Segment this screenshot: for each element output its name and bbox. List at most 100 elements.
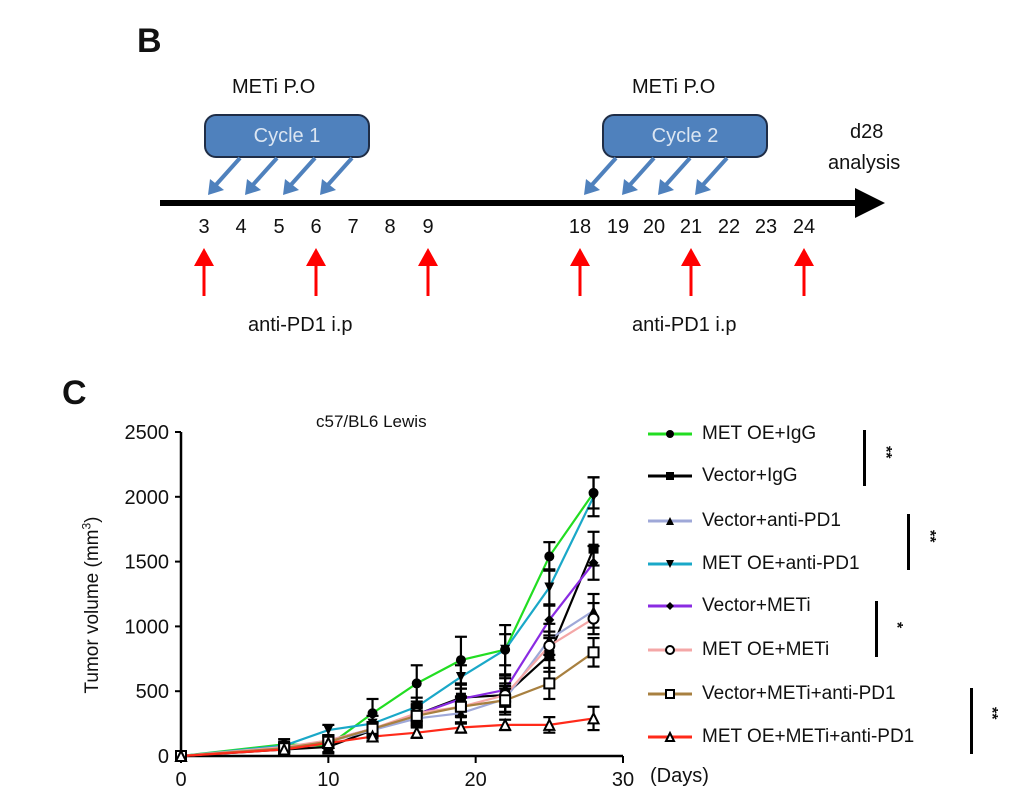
chart-title: c57/BL6 Lewis <box>316 412 427 431</box>
legend-label: MET OE+METi+anti-PD1 <box>702 726 915 747</box>
cycle-1-arrow-icon <box>283 179 299 195</box>
legend-label: Vector+METi+anti-PD1 <box>702 683 896 704</box>
cycle-1-label: Cycle 1 <box>253 124 321 147</box>
day-label-5: 5 <box>273 216 285 238</box>
injection-arrow-icon-day-3 <box>194 248 214 266</box>
legend-label: Vector+METi <box>702 595 811 616</box>
day-label-20: 20 <box>642 216 666 238</box>
cycle-arrows <box>208 156 729 195</box>
legend-swatch-vector-anti-pd1 <box>648 517 692 525</box>
cycle-1-arrow-icon <box>245 179 261 195</box>
day-label-24: 24 <box>792 216 816 238</box>
data-point-met-oe-meti-anti-pd1 <box>174 748 188 762</box>
injection-arrow-icon-day-9 <box>418 248 438 266</box>
data-point-vector-meti-anti-pd1 <box>587 646 600 659</box>
injection-arrow-icon-day-6 <box>306 248 326 266</box>
endpoint-label-d28: d28 <box>850 121 884 143</box>
cycle-1-arrow-icon <box>208 179 224 195</box>
injection-label-1: anti-PD1 i.p <box>248 314 353 336</box>
y-tick-label-500: 500 <box>136 681 169 703</box>
cycle-1-arrow-shaft <box>249 156 279 189</box>
data-point-met-oe-anti-pd1 <box>323 725 334 736</box>
legend-item-vector-igg: Vector+IgG <box>648 463 798 489</box>
data-point-met-oe-igg <box>455 655 466 666</box>
significance-bar <box>863 430 866 486</box>
data-point-vector-meti <box>588 557 599 568</box>
day-label-7: 7 <box>347 216 359 238</box>
cycle-1-box: Cycle 1 <box>204 114 370 158</box>
significance-bar <box>907 514 910 570</box>
x-axis-label: (Days) <box>650 765 709 787</box>
y-tick-label-1500: 1500 <box>125 552 170 574</box>
significance-label: ** <box>983 707 1000 720</box>
data-point-met-oe-anti-pd1 <box>500 644 511 655</box>
day-label-4: 4 <box>235 216 247 238</box>
data-point-met-oe-igg <box>544 551 555 562</box>
significance-label: * <box>888 622 905 629</box>
panel-b-letter: B <box>137 22 162 60</box>
legend-item-vector-anti-pd1: Vector+anti-PD1 <box>648 508 841 534</box>
legend-marker-vector-igg <box>666 472 674 480</box>
data-point-met-oe-meti-anti-pd1 <box>410 725 424 739</box>
data-point-vector-igg <box>588 543 599 554</box>
data-point-met-oe-meti-anti-pd1 <box>498 717 512 731</box>
cycle-1-arrow-icon <box>320 179 336 195</box>
legend-swatch-met-oe-meti-anti-pd1 <box>648 730 692 742</box>
legend-marker-met-oe-meti-anti-pd1 <box>664 730 676 742</box>
data-point-met-oe-meti-anti-pd1 <box>542 717 556 731</box>
series-line-met-oe-anti-pd1 <box>180 496 595 758</box>
cycle-2-arrow-shaft <box>699 156 729 189</box>
timeline-svg <box>160 156 885 296</box>
cycle-2-box: Cycle 2 <box>602 114 768 158</box>
cycle-2-arrow-shaft <box>626 156 656 189</box>
legend-marker-met-oe-meti <box>665 645 675 655</box>
panel-c-letter: C <box>62 374 87 412</box>
data-point-met-oe-meti-anti-pd1 <box>277 742 291 756</box>
data-point-met-oe-meti-anti-pd1 <box>454 720 468 734</box>
data-point-met-oe-meti-anti-pd1 <box>321 735 335 750</box>
data-point-met-oe-meti-anti-pd1 <box>586 711 601 725</box>
data-point-met-oe-anti-pd1 <box>455 671 466 682</box>
data-point-met-oe-meti <box>587 612 600 625</box>
data-point-vector-meti <box>544 614 555 625</box>
cycle-1-header: METi P.O <box>232 76 316 98</box>
legend-marker-vector-meti <box>666 602 674 610</box>
day-label-23: 23 <box>754 216 778 238</box>
x-tick-label-30: 30 <box>612 769 634 791</box>
day-label-21: 21 <box>679 216 703 238</box>
data-point-met-oe-igg <box>367 708 378 719</box>
legend-label: MET OE+anti-PD1 <box>702 553 860 574</box>
cycle-1-arrow-shaft <box>324 156 354 189</box>
tumor-volume-chart: 0 500 1000 1500 2000 2500 0 10 20 30 <box>125 422 635 791</box>
legend-swatch-vector-meti <box>648 602 692 610</box>
significance-bar <box>875 601 878 657</box>
cycle-2-arrow-icon <box>584 179 600 195</box>
legend-marker-vector-anti-pd1 <box>666 517 674 525</box>
legend-marker-met-oe-anti-pd1 <box>666 560 674 568</box>
axes: 0 500 1000 1500 2000 2500 0 10 20 30 <box>125 422 635 791</box>
data-point-vector-meti-anti-pd1 <box>499 694 512 707</box>
legend-swatch-met-oe-anti-pd1 <box>648 560 692 568</box>
legend-item-met-oe-anti-pd1: MET OE+anti-PD1 <box>648 551 860 577</box>
injection-label-2: anti-PD1 i.p <box>632 314 737 336</box>
day-label-3: 3 <box>198 216 210 238</box>
y-tick-label-2000: 2000 <box>125 487 170 509</box>
legend-label: Vector+anti-PD1 <box>702 510 841 531</box>
endpoint-label-analysis: analysis <box>828 152 901 174</box>
data-point-vector-anti-pd1 <box>455 708 466 719</box>
legend-marker-met-oe-igg <box>666 430 674 438</box>
data-point-vector-meti-anti-pd1 <box>410 709 423 722</box>
cycle-2-header: METi P.O <box>632 76 716 98</box>
legend-item-met-oe-igg: MET OE+IgG <box>648 421 816 447</box>
data-point-met-oe-meti-anti-pd1 <box>365 729 380 743</box>
injection-arrow-icon-day-21 <box>681 248 701 266</box>
data-point-met-oe-meti <box>543 639 556 652</box>
x-tick-label-0: 0 <box>175 769 186 791</box>
injection-arrow-icon-day-18 <box>570 248 590 266</box>
series-lines <box>180 492 595 758</box>
cycle-1-arrow-shaft <box>212 156 242 189</box>
legend-marker-vector-meti-anti-pd1 <box>665 689 675 699</box>
legend-swatch-vector-igg <box>648 472 692 480</box>
cycle-2-arrow-icon <box>658 179 674 195</box>
day-label-8: 8 <box>384 216 396 238</box>
